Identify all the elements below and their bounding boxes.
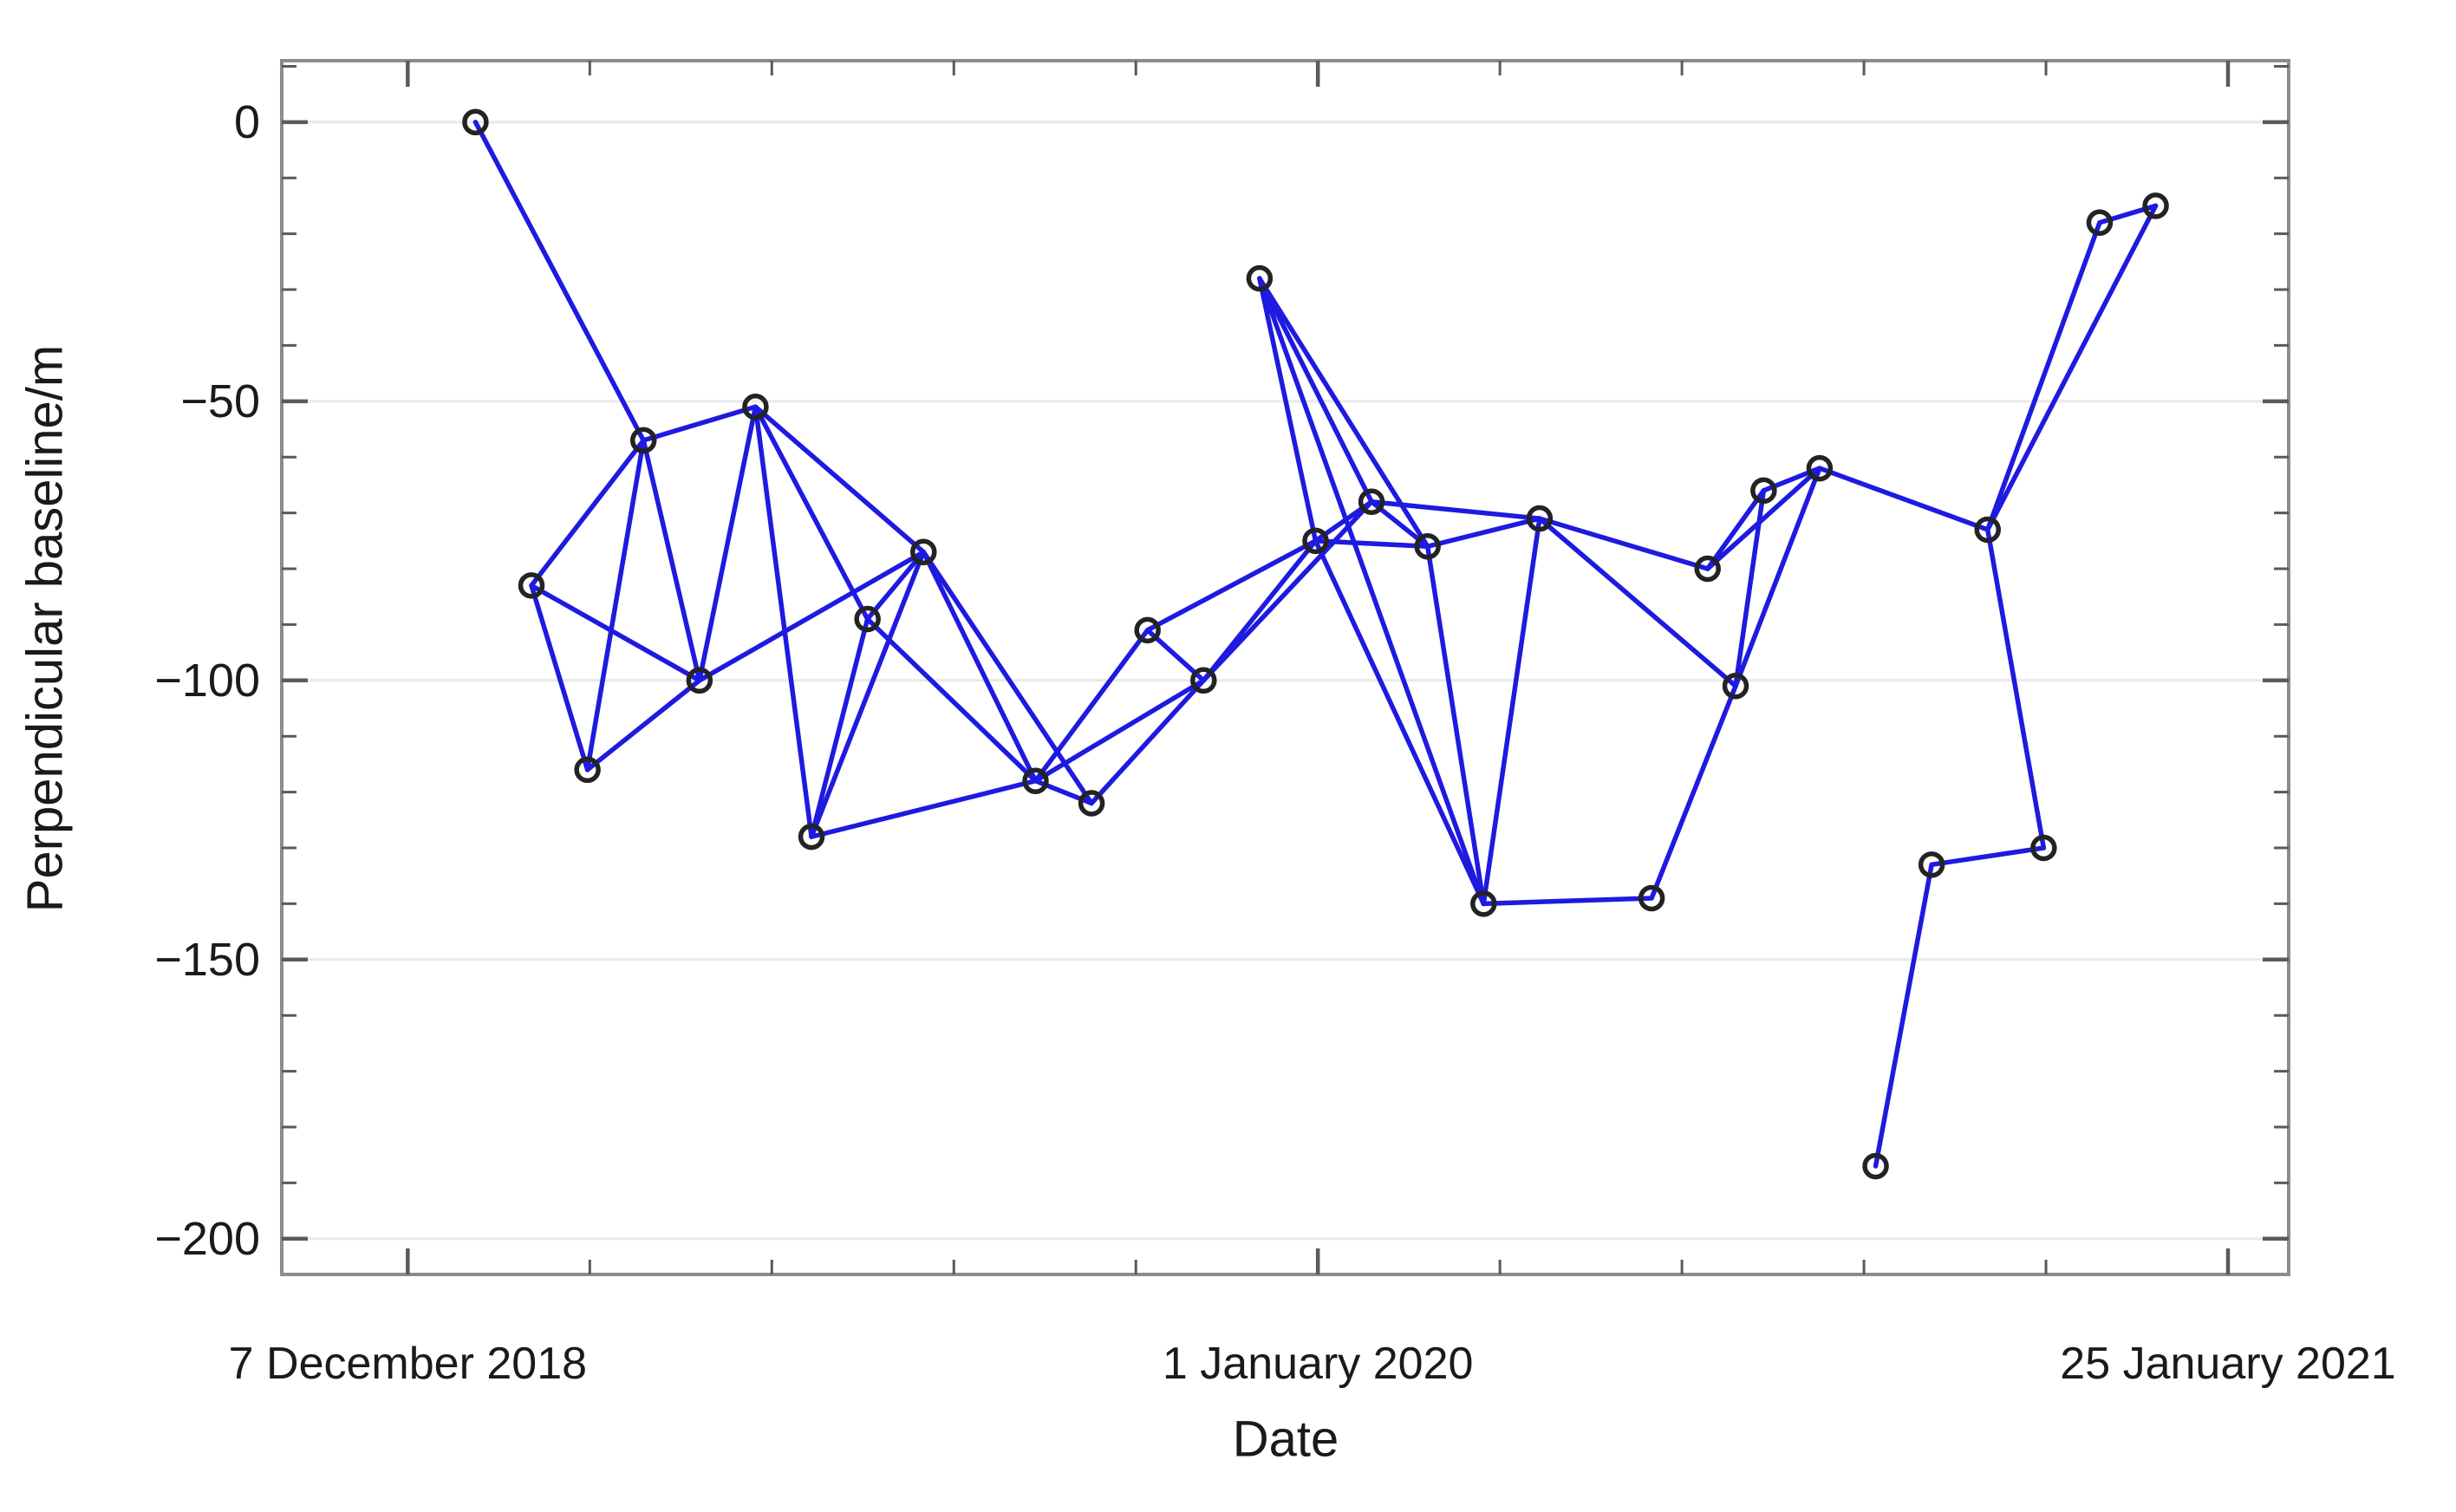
data-point [742,394,769,420]
network-edge [1704,466,1822,571]
data-point [1526,505,1554,532]
network-edge [1201,499,1374,683]
network-edge [1424,516,1542,550]
network-edge [1985,203,2159,532]
x-axis-label: Date [1232,1411,1339,1468]
data-point [1974,516,2001,544]
network-edge [1369,499,1542,521]
data-point [1694,555,1721,583]
data-point [1414,533,1441,560]
x-tick-label: 25 January 2021 [2060,1339,2395,1389]
data-point [1638,884,1665,912]
network-edge [1424,544,1487,907]
plot-frame [280,59,2290,1276]
network-edge [1704,488,1767,571]
data-point [1470,890,1497,917]
data-point [1190,667,1217,694]
network-edge [697,549,927,683]
network-edge [1733,466,1822,689]
network-edge [752,404,814,839]
network-edge [1817,466,1990,532]
network-edge [1033,628,1150,784]
data-point [574,756,601,784]
network-edge [1733,488,1767,689]
data-point [2030,834,2057,862]
network-edge [529,438,646,589]
data-point [1246,264,1274,292]
x-tick-label: 1 January 2020 [1163,1339,1474,1389]
network-edge [1144,538,1319,633]
data-point [686,667,713,694]
network-edge [1873,862,1934,1169]
data-point [798,823,825,850]
data-point [518,572,545,599]
data-point [629,427,657,454]
x-tick-label: 7 December 2018 [229,1339,587,1389]
network-edge [584,678,702,772]
network-edge [864,549,927,622]
y-tick-label: −50 [180,375,260,427]
y-axis-label: Perpendicular baseline/m [16,344,74,913]
network-edge [1257,276,1487,907]
data-point [2086,209,2114,237]
network-edge [472,120,646,443]
data-point [1302,527,1329,555]
data-point [1022,767,1049,794]
network-edge [1089,678,1207,806]
network-edge [752,404,870,622]
network-edge [1257,276,1430,550]
data-point [1078,790,1105,817]
y-tick-label: −100 [154,655,260,707]
network-edge [641,438,702,683]
network-edge [809,778,1039,839]
network-edge [809,549,927,839]
network-edge [529,583,702,683]
y-tick-label: −150 [154,934,260,986]
data-point [1918,851,1945,878]
network-edge [697,404,759,683]
network-edge [1929,845,2047,868]
network-edge [864,616,1039,784]
network-edge [1257,276,1319,544]
network-edge [1985,527,2047,850]
y-tick-label: −200 [154,1213,260,1265]
network-edge [584,438,646,772]
network-edge [752,404,927,555]
data-point [854,605,881,633]
y-tick-label: 0 [234,96,260,148]
data-point [1358,488,1385,515]
network-edge [809,616,870,839]
data-point [2142,192,2169,219]
network-edge [1033,678,1207,784]
network-edge [1313,538,1487,907]
data-point [910,538,937,565]
network-edge [921,549,1039,784]
network-edge [921,549,1094,806]
network-edge [529,583,590,772]
data-point [1862,1152,1889,1180]
network-edge [1481,896,1654,907]
data-point [1750,477,1777,505]
data-point [1722,673,1749,700]
network-edge [1537,516,1710,571]
network-edge [1481,516,1542,907]
network-edge [1257,276,1374,505]
network-edge [1649,683,1738,901]
data-point [1134,616,1161,644]
network-edge [1537,516,1738,689]
network-edge [1313,538,1430,550]
network-edge [1985,220,2102,532]
data-point [462,108,489,136]
data-point [1806,454,1834,482]
network-edge [641,404,759,443]
